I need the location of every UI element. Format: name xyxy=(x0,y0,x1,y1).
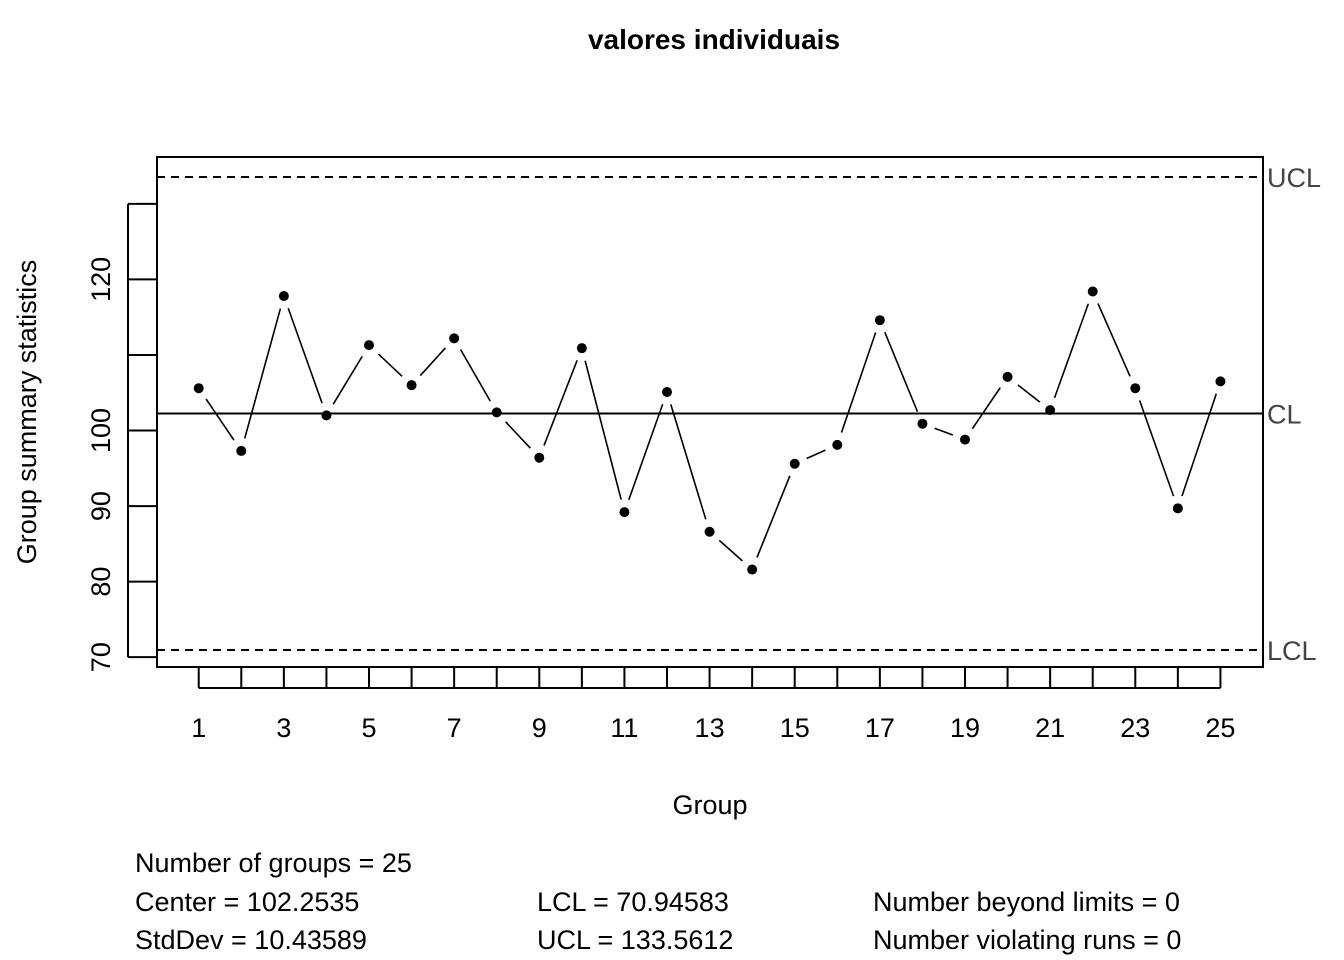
stat-center: Center = 102.2535 xyxy=(135,887,360,917)
x-tick-label: 5 xyxy=(361,713,376,743)
stat-number-of-groups: Number of groups = 25 xyxy=(135,848,412,878)
series-segment xyxy=(806,449,826,460)
data-point xyxy=(874,315,885,326)
data-point xyxy=(1087,286,1098,297)
data-point xyxy=(278,291,289,302)
series-segment xyxy=(628,403,664,501)
series-segment xyxy=(1017,384,1041,403)
data-point xyxy=(832,439,843,450)
x-tick-label: 19 xyxy=(950,713,980,743)
x-tick-label: 13 xyxy=(695,713,725,743)
x-tick-label: 21 xyxy=(1035,713,1065,743)
x-axis-label: Group xyxy=(672,790,747,820)
series-segment xyxy=(243,308,282,439)
data-point xyxy=(364,340,375,351)
data-point xyxy=(1215,376,1226,387)
x-tick-label: 9 xyxy=(532,713,547,743)
ucl-label: UCL xyxy=(1267,163,1321,193)
data-point xyxy=(662,386,673,397)
series-segment xyxy=(205,398,235,441)
stat-lcl: LCL = 70.94583 xyxy=(537,887,729,917)
data-point xyxy=(917,418,928,429)
data-point xyxy=(619,507,630,518)
data-point xyxy=(747,564,758,575)
data-point xyxy=(576,343,587,354)
x-tick-label: 1 xyxy=(191,713,206,743)
y-tick-label: 90 xyxy=(86,491,116,521)
y-tick-label: 120 xyxy=(86,257,116,302)
series-segment xyxy=(1097,303,1131,377)
x-tick-label: 11 xyxy=(610,713,638,743)
series-segment xyxy=(718,539,743,562)
series-segment xyxy=(670,404,707,520)
stat-stddev: StdDev = 10.43589 xyxy=(135,925,367,955)
x-tick-label: 23 xyxy=(1120,713,1150,743)
x-tick-label: 15 xyxy=(780,713,810,743)
data-point xyxy=(236,445,247,456)
series-segment xyxy=(1138,400,1175,497)
x-tick-label: 3 xyxy=(276,713,291,743)
stat-ucl: UCL = 133.5612 xyxy=(537,925,734,955)
series-segment xyxy=(1053,303,1090,399)
stat-number-violating-runs: Number violating runs = 0 xyxy=(873,925,1182,955)
data-point xyxy=(321,410,332,421)
series-segment xyxy=(840,332,877,433)
series-segment xyxy=(459,349,491,402)
data-point xyxy=(449,333,460,344)
data-point xyxy=(1130,383,1141,394)
series-segment xyxy=(934,427,954,436)
data-point xyxy=(491,407,502,418)
x-tick-label: 17 xyxy=(865,713,895,743)
data-point xyxy=(1172,503,1183,514)
series-segment xyxy=(756,475,791,558)
y-axis-label: Group summary statistics xyxy=(12,260,42,565)
stat-number-beyond-limits: Number beyond limits = 0 xyxy=(873,887,1180,917)
series-segment xyxy=(971,387,1001,430)
x-tick-label: 7 xyxy=(447,713,462,743)
y-tick-label: 70 xyxy=(86,642,116,672)
data-point xyxy=(789,458,800,469)
series-segment xyxy=(543,359,578,446)
x-tick-label: 25 xyxy=(1205,713,1235,743)
series-segment xyxy=(287,307,323,404)
series-segment xyxy=(584,360,622,500)
data-point xyxy=(406,380,417,391)
series-segment xyxy=(332,355,363,405)
data-point xyxy=(960,434,971,445)
data-point xyxy=(704,526,715,537)
data-point xyxy=(1002,371,1013,382)
lcl-label: LCL xyxy=(1267,636,1317,666)
y-tick-label: 100 xyxy=(86,408,116,453)
data-point xyxy=(193,383,204,394)
data-point xyxy=(1045,405,1056,416)
series-segment xyxy=(419,347,446,377)
series-segment xyxy=(884,331,919,412)
series-segment xyxy=(377,353,403,377)
series-segment xyxy=(505,421,531,449)
chart-title: valores individuais xyxy=(588,24,840,55)
y-tick-label: 80 xyxy=(86,567,116,597)
cl-label: CL xyxy=(1267,399,1302,429)
data-point xyxy=(534,452,545,463)
series-segment xyxy=(1181,393,1218,497)
